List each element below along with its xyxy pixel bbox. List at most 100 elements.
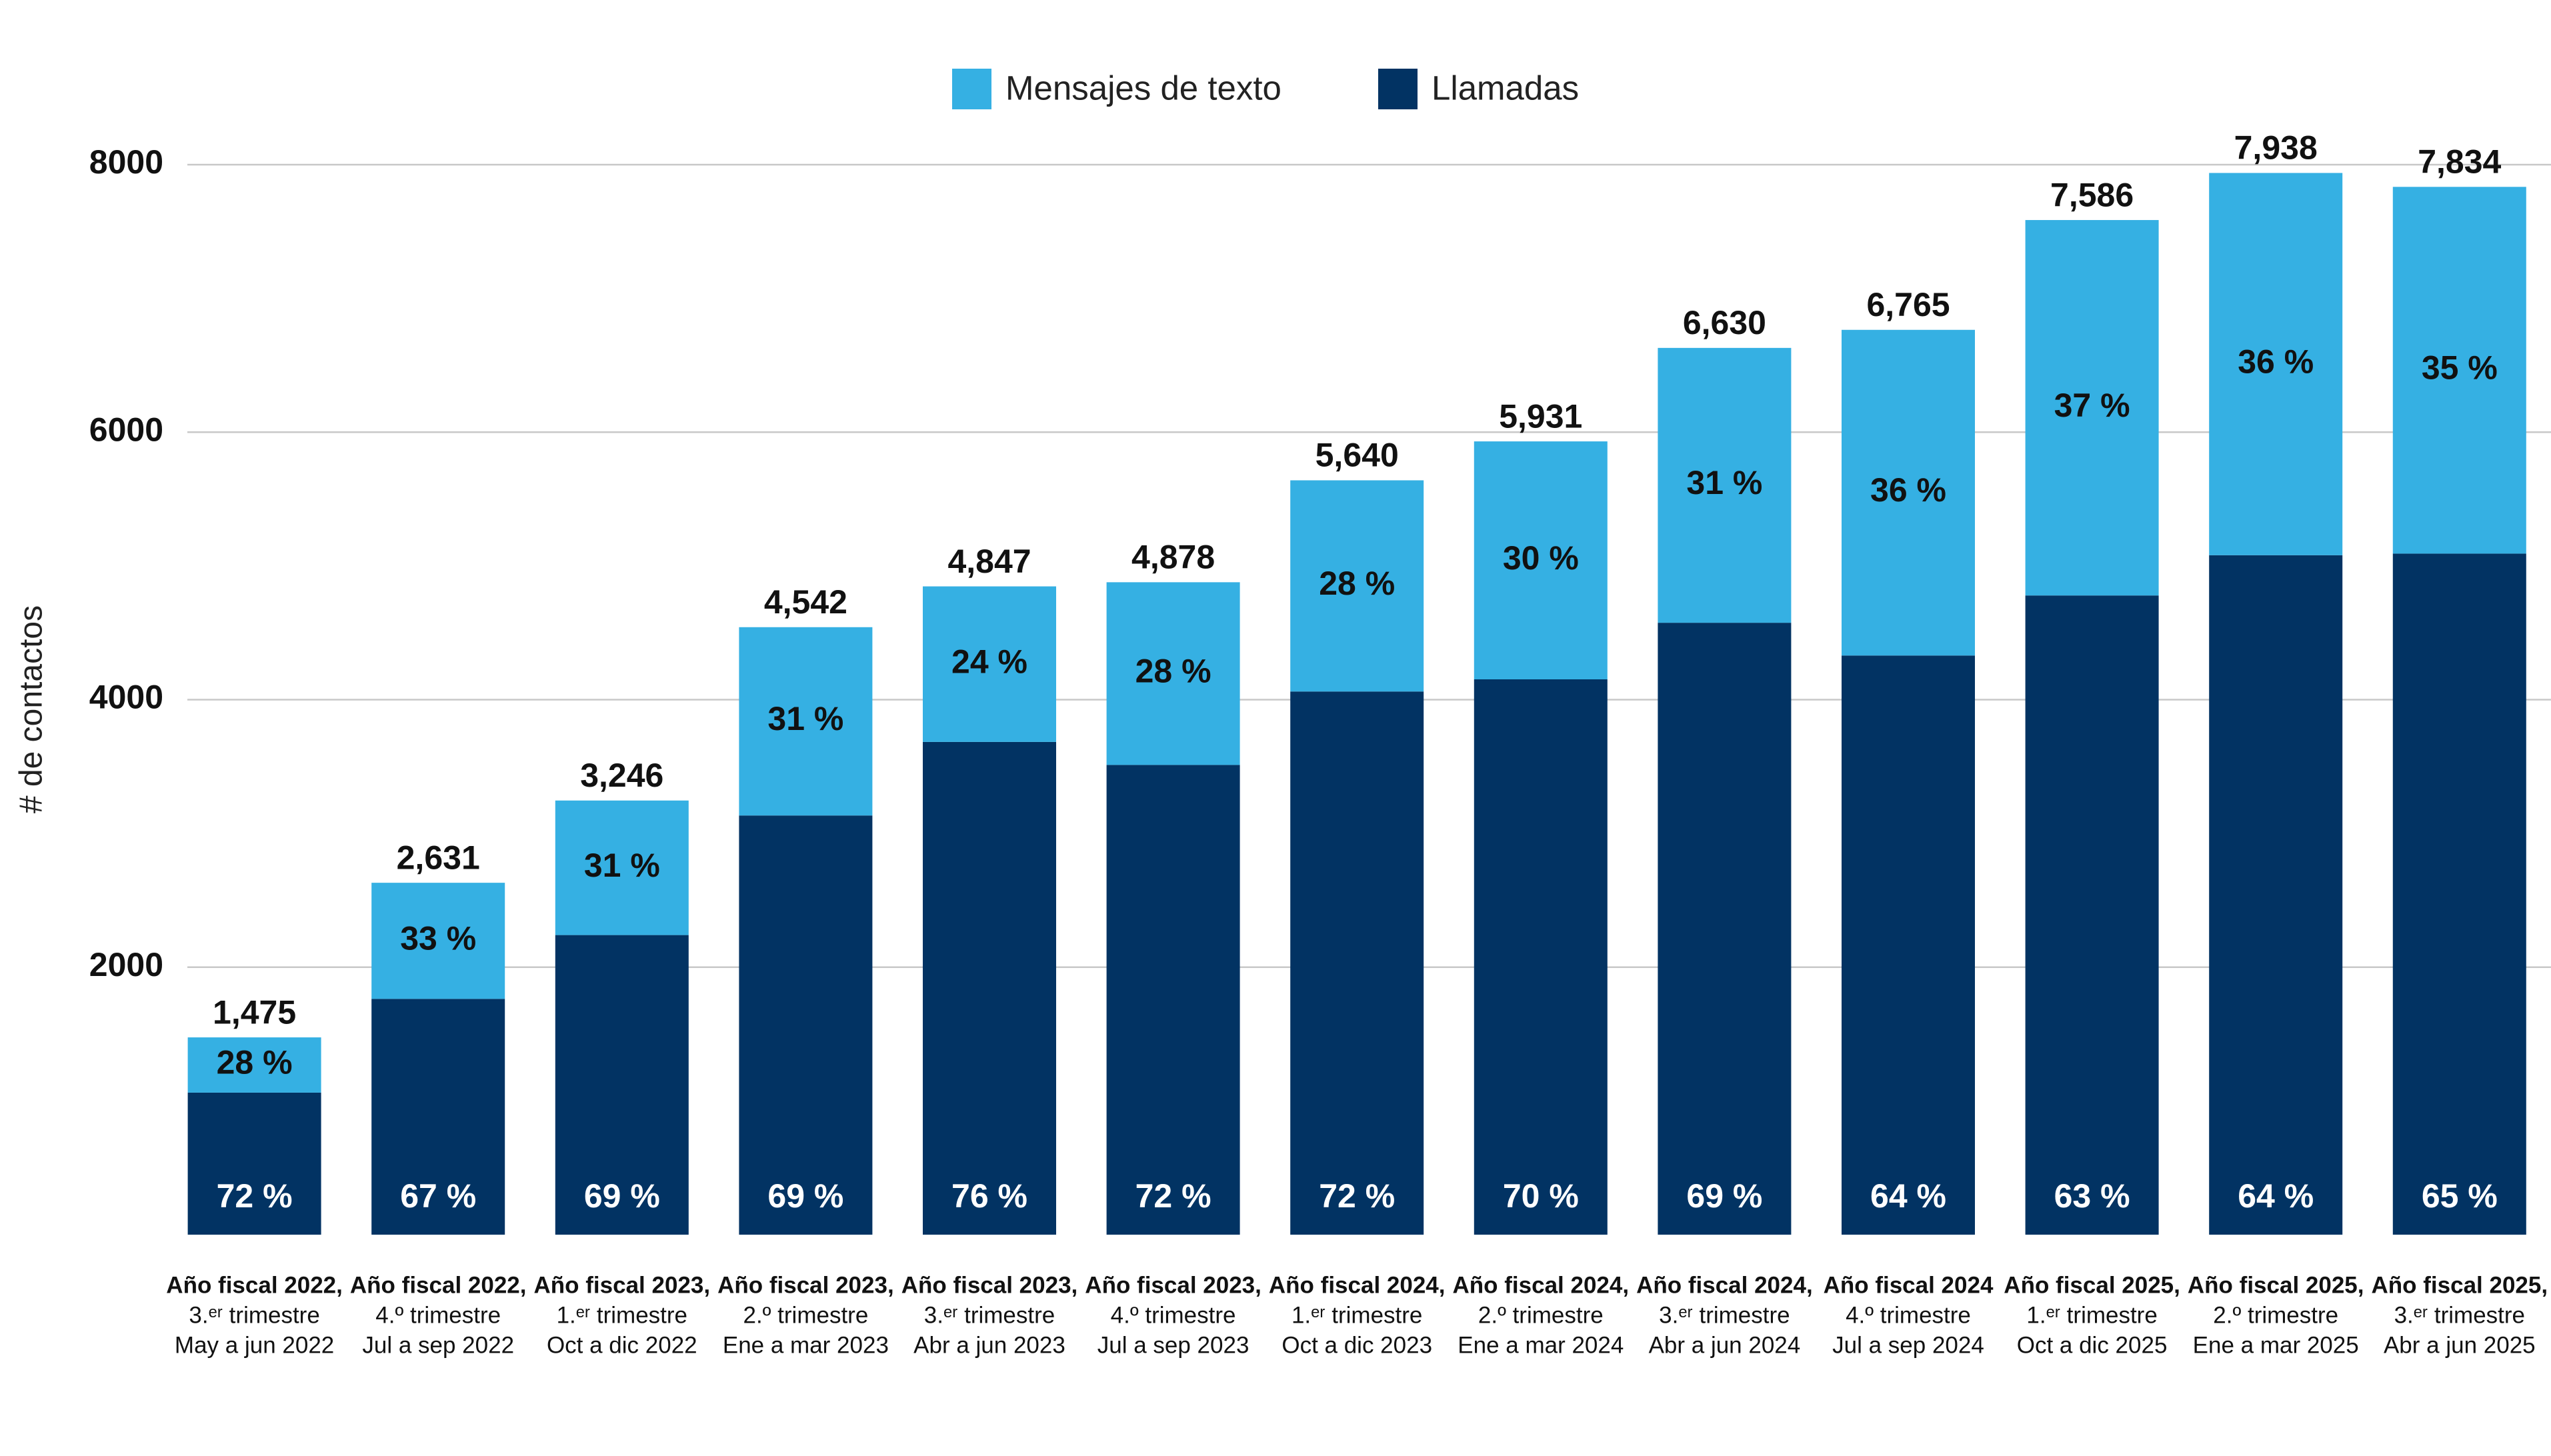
percent-label: 72 % xyxy=(1319,1177,1395,1215)
y-tick-label: 8000 xyxy=(89,143,163,181)
x-tick-label: Oct a dic 2023 xyxy=(1282,1332,1432,1358)
bar-segment xyxy=(187,1037,321,1093)
x-tick-label: Año fiscal 2024, xyxy=(1453,1272,1630,1298)
bar-segment xyxy=(555,800,689,935)
bar-segment xyxy=(2025,595,2159,1235)
y-tick-label: 2000 xyxy=(89,946,163,983)
x-tick-label: 1.ᵉʳ trimestre xyxy=(557,1302,687,1328)
y-tick-label: 6000 xyxy=(89,411,163,448)
x-tick-label: 1.ᵉʳ trimestre xyxy=(1292,1302,1422,1328)
x-tick-label: Ene a mar 2025 xyxy=(2193,1332,2359,1358)
x-tick-label: 2.º trimestre xyxy=(743,1302,868,1328)
total-label: 4,878 xyxy=(1131,539,1215,576)
x-tick-label: 1.ᵉʳ trimestre xyxy=(2026,1302,2157,1328)
x-tick-label: Año fiscal 2024, xyxy=(1636,1272,1813,1298)
percent-label: 69 % xyxy=(584,1177,660,1215)
x-tick-label: Jul a sep 2022 xyxy=(362,1332,514,1358)
percent-label: 28 % xyxy=(1135,653,1211,690)
bar-segment xyxy=(1842,655,1975,1235)
x-tick-label: Año fiscal 2023, xyxy=(901,1272,1078,1298)
bar-segment xyxy=(1474,441,1608,680)
bar-segment xyxy=(1842,329,1975,656)
bar-segment xyxy=(739,815,873,1235)
bar-segment xyxy=(2209,555,2343,1235)
total-label: 6,765 xyxy=(1866,286,1950,323)
percent-label: 69 % xyxy=(1686,1177,1762,1215)
bar-segment xyxy=(1106,765,1240,1235)
total-label: 7,834 xyxy=(2418,143,2501,181)
percent-label: 64 % xyxy=(1870,1177,1946,1215)
x-tick-label: Año fiscal 2022, xyxy=(166,1272,343,1298)
legend-label: Llamadas xyxy=(1432,69,1579,107)
x-tick-label: Año fiscal 2023, xyxy=(534,1272,711,1298)
y-axis-title: # de contactos xyxy=(14,605,49,813)
total-label: 6,630 xyxy=(1683,304,1766,341)
percent-label: 31 % xyxy=(1686,464,1762,501)
percent-label: 65 % xyxy=(2422,1177,2498,1215)
percent-label: 35 % xyxy=(2422,349,2498,387)
percent-label: 30 % xyxy=(1503,539,1579,577)
x-tick-label: Oct a dic 2025 xyxy=(2017,1332,2168,1358)
bar-segment xyxy=(1290,691,1424,1235)
x-tick-label: Abr a jun 2024 xyxy=(1649,1332,1801,1358)
bar-segment xyxy=(1658,623,1792,1235)
total-label: 7,586 xyxy=(2050,176,2134,213)
percent-label: 37 % xyxy=(2054,387,2130,424)
x-tick-label: Ene a mar 2024 xyxy=(1458,1332,1624,1358)
bar-segment xyxy=(2209,173,2343,555)
percent-label: 24 % xyxy=(951,643,1027,680)
x-tick-label: Año fiscal 2024 xyxy=(1824,1272,1994,1298)
x-tick-label: Año fiscal 2024, xyxy=(1269,1272,1446,1298)
x-tick-label: Año fiscal 2023, xyxy=(717,1272,894,1298)
bar-segment xyxy=(739,627,873,816)
bar-segment xyxy=(923,741,1056,1235)
total-label: 4,542 xyxy=(764,583,847,621)
x-tick-label: Jul a sep 2023 xyxy=(1097,1332,1249,1358)
x-tick-label: 2.º trimestre xyxy=(1478,1302,1604,1328)
percent-label: 70 % xyxy=(1503,1177,1579,1215)
bar-segment xyxy=(187,1092,321,1235)
legend-swatch xyxy=(952,69,991,109)
x-tick-label: Año fiscal 2025, xyxy=(2372,1272,2548,1298)
x-tick-label: Año fiscal 2025, xyxy=(2004,1272,2180,1298)
percent-label: 67 % xyxy=(400,1177,476,1215)
percent-label: 36 % xyxy=(2238,343,2314,380)
y-tick-label: 4000 xyxy=(89,679,163,716)
percent-label: 64 % xyxy=(2238,1177,2314,1215)
total-label: 1,475 xyxy=(213,993,296,1031)
bar-segment xyxy=(2392,187,2526,554)
x-tick-label: 4.º trimestre xyxy=(1111,1302,1236,1328)
percent-label: 69 % xyxy=(767,1177,843,1215)
x-tick-label: May a jun 2022 xyxy=(175,1332,334,1358)
percent-label: 63 % xyxy=(2054,1177,2130,1215)
bar-segment xyxy=(1106,582,1240,765)
x-tick-label: Ene a mar 2023 xyxy=(723,1332,889,1358)
bar-segment xyxy=(2392,553,2526,1235)
x-tick-label: Abr a jun 2025 xyxy=(2384,1332,2536,1358)
legend-swatch xyxy=(1378,69,1418,109)
x-tick-label: Año fiscal 2022, xyxy=(350,1272,527,1298)
x-tick-label: 2.º trimestre xyxy=(2213,1302,2338,1328)
percent-label: 31 % xyxy=(767,700,843,737)
x-tick-label: 4.º trimestre xyxy=(1846,1302,1971,1328)
legend-label: Mensajes de texto xyxy=(1005,69,1282,107)
x-tick-label: Oct a dic 2022 xyxy=(547,1332,697,1358)
percent-label: 72 % xyxy=(1135,1177,1211,1215)
bar-segment xyxy=(555,935,689,1235)
bar-segment xyxy=(371,999,505,1235)
total-label: 3,246 xyxy=(580,757,663,794)
x-tick-label: 3.ᵉʳ trimestre xyxy=(1659,1302,1790,1328)
percent-label: 31 % xyxy=(584,847,660,884)
percent-label: 72 % xyxy=(217,1177,293,1215)
percent-label: 28 % xyxy=(217,1044,293,1081)
percent-label: 76 % xyxy=(951,1177,1027,1215)
total-label: 7,938 xyxy=(2234,129,2318,167)
x-tick-label: Año fiscal 2025, xyxy=(2188,1272,2364,1298)
bar-segment xyxy=(371,883,505,999)
x-tick-label: Abr a jun 2023 xyxy=(913,1332,1065,1358)
x-tick-label: 3.ᵉʳ trimestre xyxy=(189,1302,319,1328)
x-tick-label: 4.º trimestre xyxy=(375,1302,501,1328)
total-label: 5,640 xyxy=(1316,437,1399,474)
total-label: 5,931 xyxy=(1499,397,1582,435)
